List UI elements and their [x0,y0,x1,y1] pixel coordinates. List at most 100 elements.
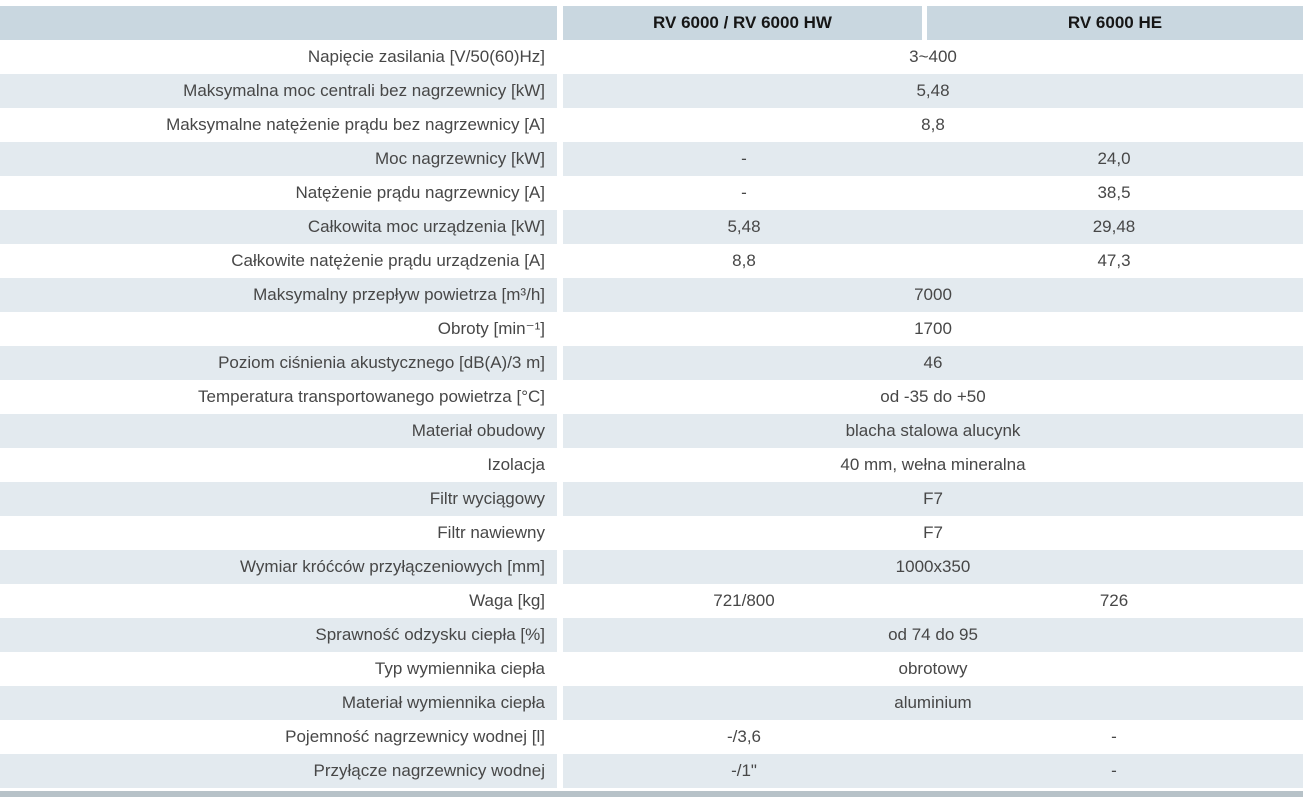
row-label: Natężenie prądu nagrzewnicy [A] [295,183,545,202]
column-gutter [557,720,563,754]
row-value-merged: F7 [563,482,1303,516]
spec-table-body: Napięcie zasilania [V/50(60)Hz] 3~400 Maks… [0,40,1303,788]
column-gutter [557,108,563,142]
table-header-row: RV 6000 / RV 6000 HW RV 6000 HE [0,6,1303,40]
column-gutter [557,380,563,414]
row-label: Waga [kg] [469,591,545,610]
table-row: Waga [kg] 721/800 726 [0,584,1303,618]
column-gutter [557,346,563,380]
row-label: Napięcie zasilania [V/50(60)Hz] [307,47,545,66]
header-corner-cell [0,6,557,40]
row-value-merged: od -35 do +50 [880,387,986,406]
column-gutter [557,754,563,788]
column-gutter [557,40,563,74]
column-gutter [557,74,563,108]
row-value-merged: 3~400 [909,47,957,66]
row-value-rv6000-hw: - [563,142,925,176]
column-gutter [557,142,563,176]
table-row: Typ wymiennika ciepła obrotowy [0,652,1303,686]
row-value-rv6000-hw: -/3,6 [726,727,762,746]
table-row: Pojemność nagrzewnicy wodnej [l] -/3,6 - [0,720,1303,754]
table-row: Maksymalne natężenie prądu bez nagrzewni… [0,108,1303,142]
table-row: Filtr wyciągowy F7 [0,482,1303,516]
row-value-rv6000-hw: 721/800 [713,591,775,610]
column-header-rv6000-he: RV 6000 HE [927,6,1303,40]
row-value-rv6000-hw: - [741,183,747,202]
column-gutter [557,482,563,516]
column-gutter [557,210,563,244]
row-value-merged: F7 [923,523,943,542]
column-gutter [557,6,563,40]
row-value-rv6000-hw: -/1" [563,754,925,788]
table-row: Napięcie zasilania [V/50(60)Hz] 3~400 [0,40,1303,74]
row-value-merged: 46 [563,346,1303,380]
table-row: Maksymalna moc centrali bez nagrzewnicy … [0,74,1303,108]
row-value-merged: aluminium [563,686,1303,720]
row-label: Maksymalny przepływ powietrza [m³/h] [0,278,557,312]
column-gutter [557,414,563,448]
row-value-merged: 8,8 [921,115,945,134]
column-header-rv6000-hw: RV 6000 / RV 6000 HW [563,6,922,40]
row-label: Temperatura transportowanego powietrza [… [198,387,545,406]
column-gutter [557,176,563,210]
row-label: Materiał obudowy [0,414,557,448]
row-label: Pojemność nagrzewnicy wodnej [l] [285,727,545,746]
row-value-merged: obrotowy [898,659,968,678]
table-row: Przyłącze nagrzewnicy wodnej -/1" - [0,754,1303,788]
table-row: Materiał obudowy blacha stalowa alucynk [0,414,1303,448]
row-label: Filtr nawiewny [437,523,545,542]
column-gutter [557,448,563,482]
column-gutter [557,550,563,584]
table-row: Całkowite natężenie prądu urządzenia [A]… [0,244,1303,278]
row-value-merged: blacha stalowa alucynk [563,414,1303,448]
row-label: Całkowita moc urządzenia [kW] [0,210,557,244]
row-value-merged: 7000 [563,278,1303,312]
row-value-merged: od 74 do 95 [563,618,1303,652]
row-value-rv6000-he: 47,3 [1097,251,1131,270]
row-label: Wymiar króćców przyłączeniowych [mm] [0,550,557,584]
table-row: Materiał wymiennika ciepła aluminium [0,686,1303,720]
row-value-rv6000-he: 726 [1099,591,1129,610]
table-row: Całkowita moc urządzenia [kW] 5,48 29,48 [0,210,1303,244]
column-gutter [557,652,563,686]
row-value-rv6000-hw: 5,48 [563,210,925,244]
row-label: Maksymalna moc centrali bez nagrzewnicy … [0,74,557,108]
row-label: Obroty [min⁻¹] [437,319,545,338]
column-gutter [557,516,563,550]
column-gutter [557,312,563,346]
row-label: Poziom ciśnienia akustycznego [dB(A)/3 m… [0,346,557,380]
row-label: Izolacja [487,455,545,474]
row-label: Moc nagrzewnicy [kW] [0,142,557,176]
table-row: Obroty [min⁻¹] 1700 [0,312,1303,346]
row-value-rv6000-hw: 8,8 [732,251,756,270]
row-value-merged: 5,48 [563,74,1303,108]
table-row: Moc nagrzewnicy [kW] -24,0 [0,142,1303,176]
row-value-rv6000-he: 38,5 [1097,183,1131,202]
row-value-rv6000-he: 29,48 [925,210,1303,244]
table-row: Poziom ciśnienia akustycznego [dB(A)/3 m… [0,346,1303,380]
row-value-rv6000-he: - [1111,727,1117,746]
row-label: Sprawność odzysku ciepła [%] [0,618,557,652]
table-row: Wymiar króćców przyłączeniowych [mm] 1000… [0,550,1303,584]
column-gutter [557,244,563,278]
bottom-separator-bar [0,791,1303,797]
column-gutter [557,278,563,312]
row-label: Filtr wyciągowy [0,482,557,516]
row-label: Przyłącze nagrzewnicy wodnej [0,754,557,788]
row-value-rv6000-he: 24,0 [925,142,1303,176]
table-row: Izolacja 40 mm, wełna mineralna [0,448,1303,482]
column-gutter [557,618,563,652]
row-label: Całkowite natężenie prądu urządzenia [A] [231,251,545,270]
column-gutter [922,6,927,40]
column-gutter [557,686,563,720]
row-value-rv6000-he: - [925,754,1303,788]
row-value-merged: 1700 [914,319,952,338]
row-label: Typ wymiennika ciepła [374,659,545,678]
table-row: Sprawność odzysku ciepła [%] od 74 do 95 [0,618,1303,652]
row-label: Materiał wymiennika ciepła [0,686,557,720]
table-row: Natężenie prądu nagrzewnicy [A] - 38,5 [0,176,1303,210]
column-gutter [557,584,563,618]
row-value-merged: 1000x350 [563,550,1303,584]
table-row: Temperatura transportowanego powietrza [… [0,380,1303,414]
